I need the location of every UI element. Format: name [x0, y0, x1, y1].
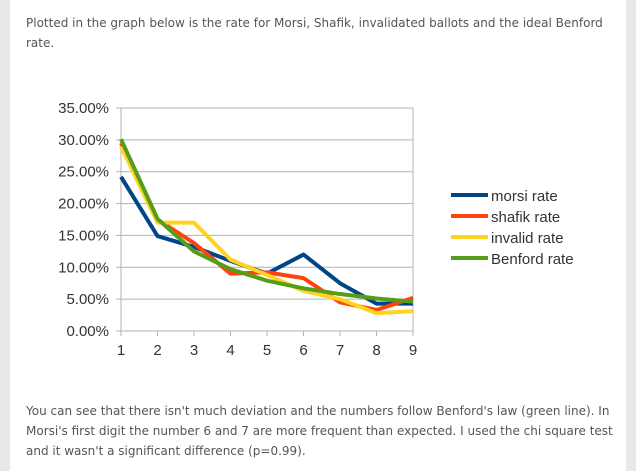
y-tick-label: 5.00%	[66, 291, 109, 308]
legend-label: shafik rate	[491, 209, 560, 226]
y-tick-label: 20.00%	[58, 196, 109, 213]
y-tick-label: 35.00%	[58, 100, 109, 117]
series-line-invalid-rate	[119, 145, 414, 316]
y-tick-label: 25.00%	[58, 164, 109, 181]
x-tick-label: 6	[299, 342, 307, 359]
y-tick-label: 0.00%	[66, 323, 109, 340]
x-tick-label: 1	[117, 342, 125, 359]
x-tick-label: 7	[336, 342, 344, 359]
y-tick-label: 30.00%	[58, 132, 109, 149]
legend-label: invalid rate	[491, 230, 564, 247]
page: Plotted in the graph below is the rate f…	[10, 0, 626, 471]
y-tick-label: 10.00%	[58, 259, 109, 276]
x-tick-label: 9	[409, 342, 417, 359]
series-line-benford-rate	[119, 138, 414, 304]
y-tick-label: 15.00%	[58, 227, 109, 244]
intro-text: Plotted in the graph below is the rate f…	[26, 16, 603, 50]
series-line-morsi-rate	[119, 175, 413, 306]
x-tick-label: 8	[372, 342, 380, 359]
x-tick-label: 4	[226, 342, 234, 359]
legend-label: Benford rate	[491, 251, 574, 268]
conclusion-text: You can see that there isn't much deviat…	[26, 404, 613, 458]
x-tick-label: 2	[153, 342, 161, 359]
legend-label: morsi rate	[491, 188, 558, 205]
x-tick-label: 5	[263, 342, 271, 359]
x-tick-label: 3	[190, 342, 198, 359]
